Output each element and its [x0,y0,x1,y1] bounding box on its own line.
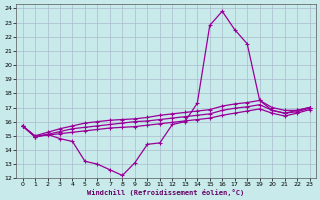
X-axis label: Windchill (Refroidissement éolien,°C): Windchill (Refroidissement éolien,°C) [87,189,245,196]
